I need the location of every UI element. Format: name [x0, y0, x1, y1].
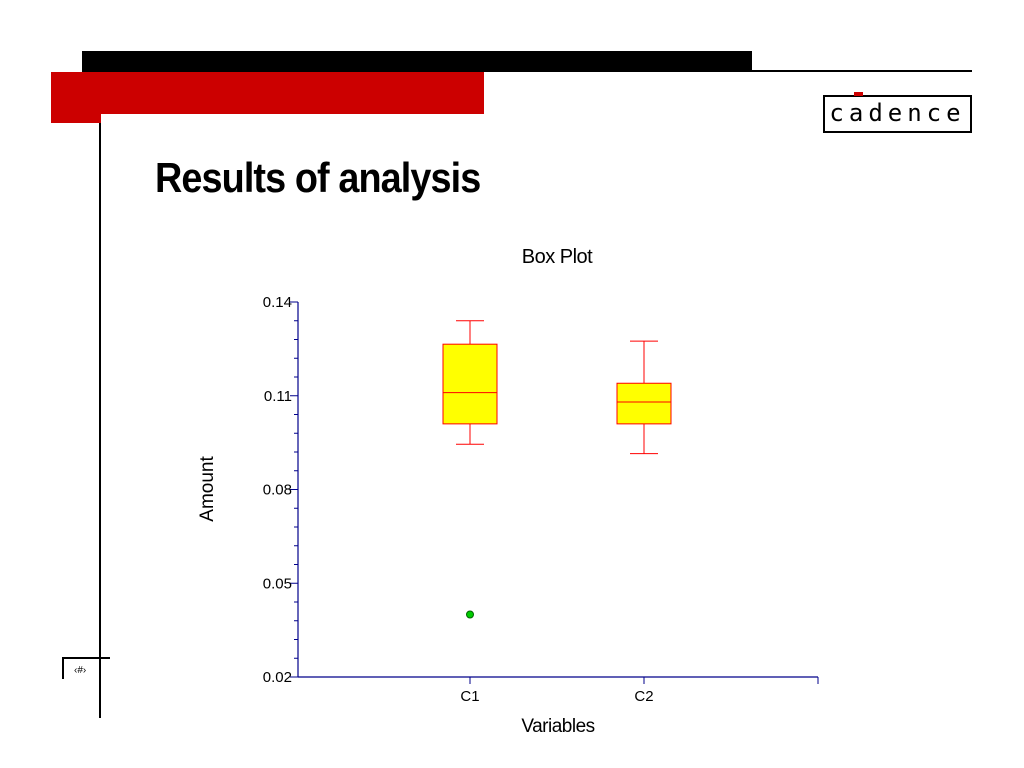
header-red-block — [51, 72, 484, 114]
box-C1 — [442, 343, 498, 425]
y-tick-label: 0.14 — [263, 294, 292, 311]
x-tick-label: C2 — [634, 688, 653, 705]
header-red-tail — [51, 114, 101, 123]
y-tick-label: 0.11 — [264, 388, 292, 405]
slide-title: Results of analysis — [155, 154, 481, 201]
page-number: ‹#› — [74, 665, 87, 676]
x-axis-label: Variables — [521, 716, 594, 737]
header-black-bar — [82, 51, 752, 72]
y-axis-label: Amount — [197, 456, 218, 522]
y-tick-label: 0.08 — [263, 482, 292, 499]
x-tick-label: C1 — [460, 688, 479, 705]
header-rule — [752, 70, 972, 72]
y-tick-label: 0.05 — [263, 575, 292, 592]
page-number-tab — [62, 657, 110, 679]
logo-accent-mark — [854, 92, 863, 96]
chart-title: Box Plot — [522, 246, 593, 268]
outlier-point — [466, 610, 474, 619]
cadence-logo: cadence — [823, 95, 972, 133]
box-C2 — [616, 382, 672, 425]
left-vertical-rule — [99, 123, 101, 718]
y-tick-label: 0.02 — [263, 669, 292, 686]
logo-text: cadence — [829, 99, 966, 127]
